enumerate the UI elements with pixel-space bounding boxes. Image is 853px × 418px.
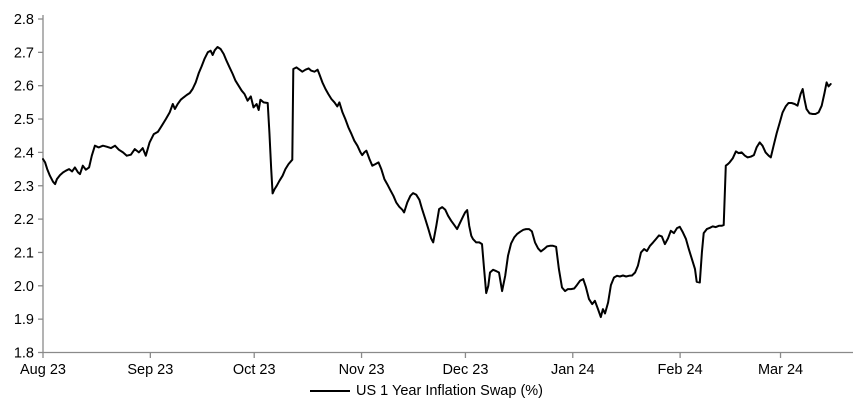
x-axis-ticks: Aug 23 Sep 23 Oct 23 Nov 23 Dec 23 Jan 24 Feb … bbox=[20, 352, 803, 378]
y-tick-label: 2.5 bbox=[14, 112, 34, 128]
x-tick-label: Feb 24 bbox=[658, 362, 703, 378]
y-tick-label: 2.1 bbox=[14, 245, 34, 261]
x-tick-label: Jan 24 bbox=[551, 362, 595, 378]
legend: US 1 Year Inflation Swap (%) bbox=[0, 381, 853, 401]
x-tick-label: Mar 24 bbox=[758, 362, 803, 378]
series-line-us-1-year-inflation-swap bbox=[42, 46, 832, 319]
x-tick-label: Aug 23 bbox=[20, 362, 66, 378]
y-tick-label: 2.3 bbox=[14, 179, 34, 195]
y-tick-label: 1.8 bbox=[14, 346, 34, 362]
y-tick-label: 2.6 bbox=[14, 79, 34, 95]
legend-label: US 1 Year Inflation Swap (%) bbox=[356, 383, 543, 399]
legend-line-sample bbox=[310, 390, 350, 392]
y-tick-label: 2.4 bbox=[14, 145, 34, 161]
y-tick-label: 2.2 bbox=[14, 212, 34, 228]
y-tick-label: 1.9 bbox=[14, 312, 34, 328]
axes bbox=[42, 15, 853, 354]
x-tick-label: Oct 23 bbox=[233, 362, 276, 378]
y-tick-label: 2.7 bbox=[14, 45, 34, 61]
y-tick-label: 2.0 bbox=[14, 279, 34, 295]
y-axis-ticks: 1.8 1.9 2.0 2.1 2.2 2.3 2.4 2.5 2.6 2.7 2.8 bbox=[14, 12, 43, 362]
x-tick-label: Sep 23 bbox=[127, 362, 173, 378]
x-tick-label: Dec 23 bbox=[442, 362, 488, 378]
x-tick-label: Nov 23 bbox=[339, 362, 385, 378]
y-tick-label: 2.8 bbox=[14, 12, 34, 28]
